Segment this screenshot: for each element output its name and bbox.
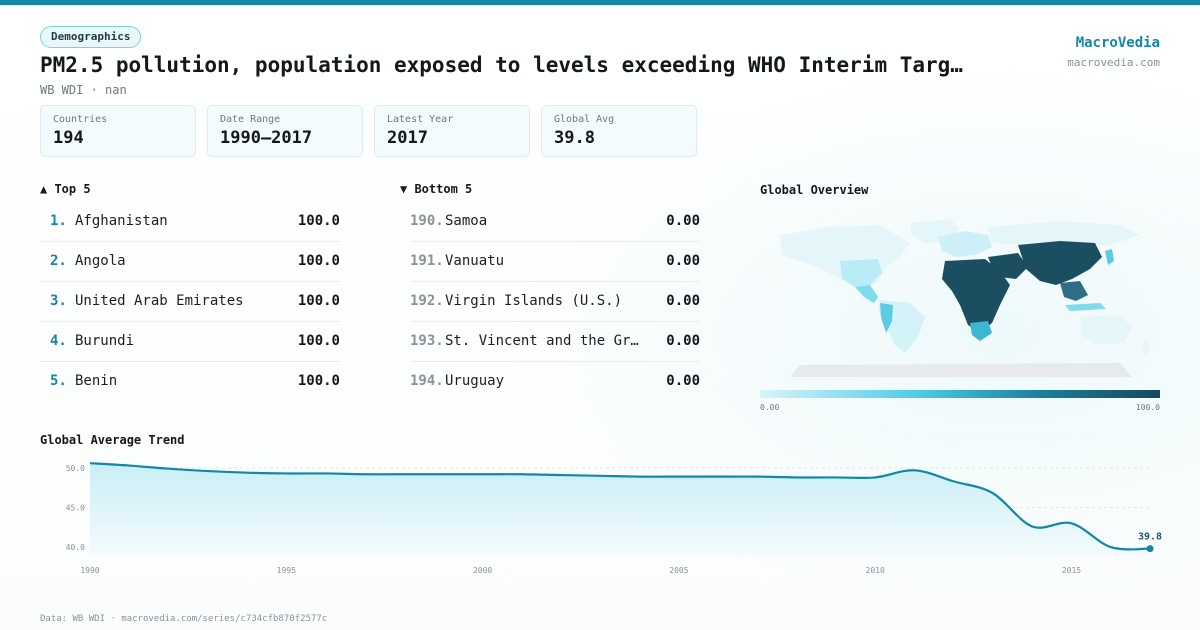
list-item[interactable]: 190. Samoa 0.00 xyxy=(410,201,700,242)
stat-card-latest-year: Latest Year 2017 xyxy=(374,105,530,157)
list-item[interactable]: 2. Angola 100.0 xyxy=(40,241,340,282)
country-name: Samoa xyxy=(445,213,488,229)
rank-number: 3. xyxy=(50,293,67,309)
rank-number: 194. xyxy=(410,373,444,389)
country-value: 0.00 xyxy=(666,373,700,389)
map-japan[interactable] xyxy=(1105,249,1114,265)
x-tick-label: 2010 xyxy=(866,566,885,575)
brand-url[interactable]: macrovedia.com xyxy=(1067,56,1160,69)
map-southern-africa[interactable] xyxy=(970,321,992,341)
country-name: Afghanistan xyxy=(75,213,168,229)
top5-heading: ▲ Top 5 xyxy=(40,182,91,196)
map-europe[interactable] xyxy=(938,231,992,257)
map-asia[interactable] xyxy=(1018,241,1102,285)
map-middle-east[interactable] xyxy=(988,253,1028,279)
page-subtitle: WB WDI · nan xyxy=(40,83,127,97)
rank-number: 190. xyxy=(410,213,444,229)
stat-card-global-avg: Global Avg 39.8 xyxy=(541,105,697,157)
stat-label: Global Avg xyxy=(554,114,615,125)
country-name: Virgin Islands (U.S.) xyxy=(445,293,623,309)
stat-label: Countries xyxy=(53,114,108,125)
stat-value: 194 xyxy=(53,128,84,148)
trend-area xyxy=(90,463,1150,555)
page-title: PM2.5 pollution, population exposed to l… xyxy=(40,53,963,77)
country-value: 0.00 xyxy=(666,293,700,309)
stat-value: 39.8 xyxy=(554,128,595,148)
x-tick-label: 1995 xyxy=(277,566,296,575)
map-antarctica[interactable] xyxy=(790,363,1132,377)
rank-number: 5. xyxy=(50,373,67,389)
map-heading: Global Overview xyxy=(760,183,869,197)
list-item[interactable]: 1. Afghanistan 100.0 xyxy=(40,201,340,242)
list-item[interactable]: 3. United Arab Emirates 100.0 xyxy=(40,281,340,322)
list-item[interactable]: 4. Burundi 100.0 xyxy=(40,321,340,362)
stat-label: Date Range xyxy=(220,114,281,125)
map-russia[interactable] xyxy=(988,221,1140,245)
y-tick-label: 40.0 xyxy=(66,543,85,552)
rank-number: 193. xyxy=(410,333,444,349)
scale-max-label: 100.0 xyxy=(1135,403,1160,412)
map-indonesia[interactable] xyxy=(1065,303,1106,311)
list-item[interactable]: 192. Virgin Islands (U.S.) 0.00 xyxy=(410,281,700,322)
map-central-america[interactable] xyxy=(855,285,878,303)
list-item[interactable]: 191. Vanuatu 0.00 xyxy=(410,241,700,282)
country-value: 100.0 xyxy=(297,253,340,269)
footer-source: Data: WB WDI · macrovedia.com/series/c73… xyxy=(40,614,328,624)
end-point xyxy=(1146,545,1154,553)
country-name: Angola xyxy=(75,253,126,269)
country-value: 0.00 xyxy=(666,253,700,269)
scale-min-label: 0.00 xyxy=(760,403,780,412)
country-name: Burundi xyxy=(75,333,135,349)
stat-card-date-range: Date Range 1990–2017 xyxy=(207,105,363,157)
brand-name[interactable]: MacroVedia xyxy=(1075,35,1160,51)
y-tick-label: 50.0 xyxy=(66,464,85,473)
country-name: United Arab Emirates xyxy=(75,293,244,309)
trend-line xyxy=(89,462,1151,551)
world-choropleth-map[interactable] xyxy=(760,205,1160,385)
category-badge: Demographics xyxy=(40,26,142,48)
map-africa[interactable] xyxy=(942,259,1010,333)
rank-number: 4. xyxy=(50,333,67,349)
country-value: 0.00 xyxy=(666,333,700,349)
country-value: 0.00 xyxy=(666,213,700,229)
x-tick-label: 1990 xyxy=(80,566,99,575)
stat-card-countries: Countries 194 xyxy=(40,105,196,157)
x-tick-label: 2005 xyxy=(669,566,688,575)
map-southeast-asia[interactable] xyxy=(1060,281,1088,301)
end-value-label: 39.8 xyxy=(1138,532,1162,543)
trend-heading: Global Average Trend xyxy=(40,433,185,447)
country-name: Benin xyxy=(75,373,118,389)
country-name: Uruguay xyxy=(445,373,505,389)
country-value: 100.0 xyxy=(297,213,340,229)
list-item[interactable]: 193. St. Vincent and the Gr… 0.00 xyxy=(410,321,700,362)
stat-value: 2017 xyxy=(387,128,428,148)
country-value: 100.0 xyxy=(297,293,340,309)
map-new-zealand[interactable] xyxy=(1142,341,1150,355)
map-andes[interactable] xyxy=(880,303,893,333)
country-name: St. Vincent and the Gr… xyxy=(445,333,639,349)
stat-value: 1990–2017 xyxy=(220,128,313,148)
country-value: 100.0 xyxy=(297,333,340,349)
map-usa[interactable] xyxy=(840,259,882,287)
country-name: Vanuatu xyxy=(445,253,505,269)
rank-number: 192. xyxy=(410,293,444,309)
x-tick-label: 2015 xyxy=(1062,566,1081,575)
country-value: 100.0 xyxy=(297,373,340,389)
rank-number: 191. xyxy=(410,253,444,269)
y-tick-label: 45.0 xyxy=(66,504,85,513)
trend-chart[interactable]: 40.0 45.0 50.0 1990 1995 2000 2005 2010 2015 39.8 xyxy=(40,455,1170,580)
x-tick-label: 2000 xyxy=(473,566,492,575)
color-scale-bar xyxy=(760,390,1160,398)
rank-number: 2. xyxy=(50,253,67,269)
bottom5-heading: ▼ Bottom 5 xyxy=(400,182,473,196)
map-australia[interactable] xyxy=(1080,315,1132,345)
list-item[interactable]: 194. Uruguay 0.00 xyxy=(410,361,700,401)
stat-label: Latest Year xyxy=(387,114,454,125)
map-north-america[interactable] xyxy=(780,225,910,291)
list-item[interactable]: 5. Benin 100.0 xyxy=(40,361,340,401)
top-accent-bar xyxy=(0,0,1200,5)
rank-number: 1. xyxy=(50,213,67,229)
